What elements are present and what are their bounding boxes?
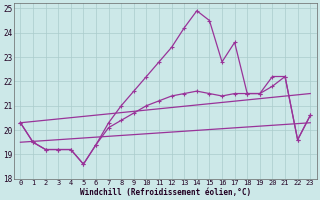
X-axis label: Windchill (Refroidissement éolien,°C): Windchill (Refroidissement éolien,°C) [80, 188, 251, 197]
